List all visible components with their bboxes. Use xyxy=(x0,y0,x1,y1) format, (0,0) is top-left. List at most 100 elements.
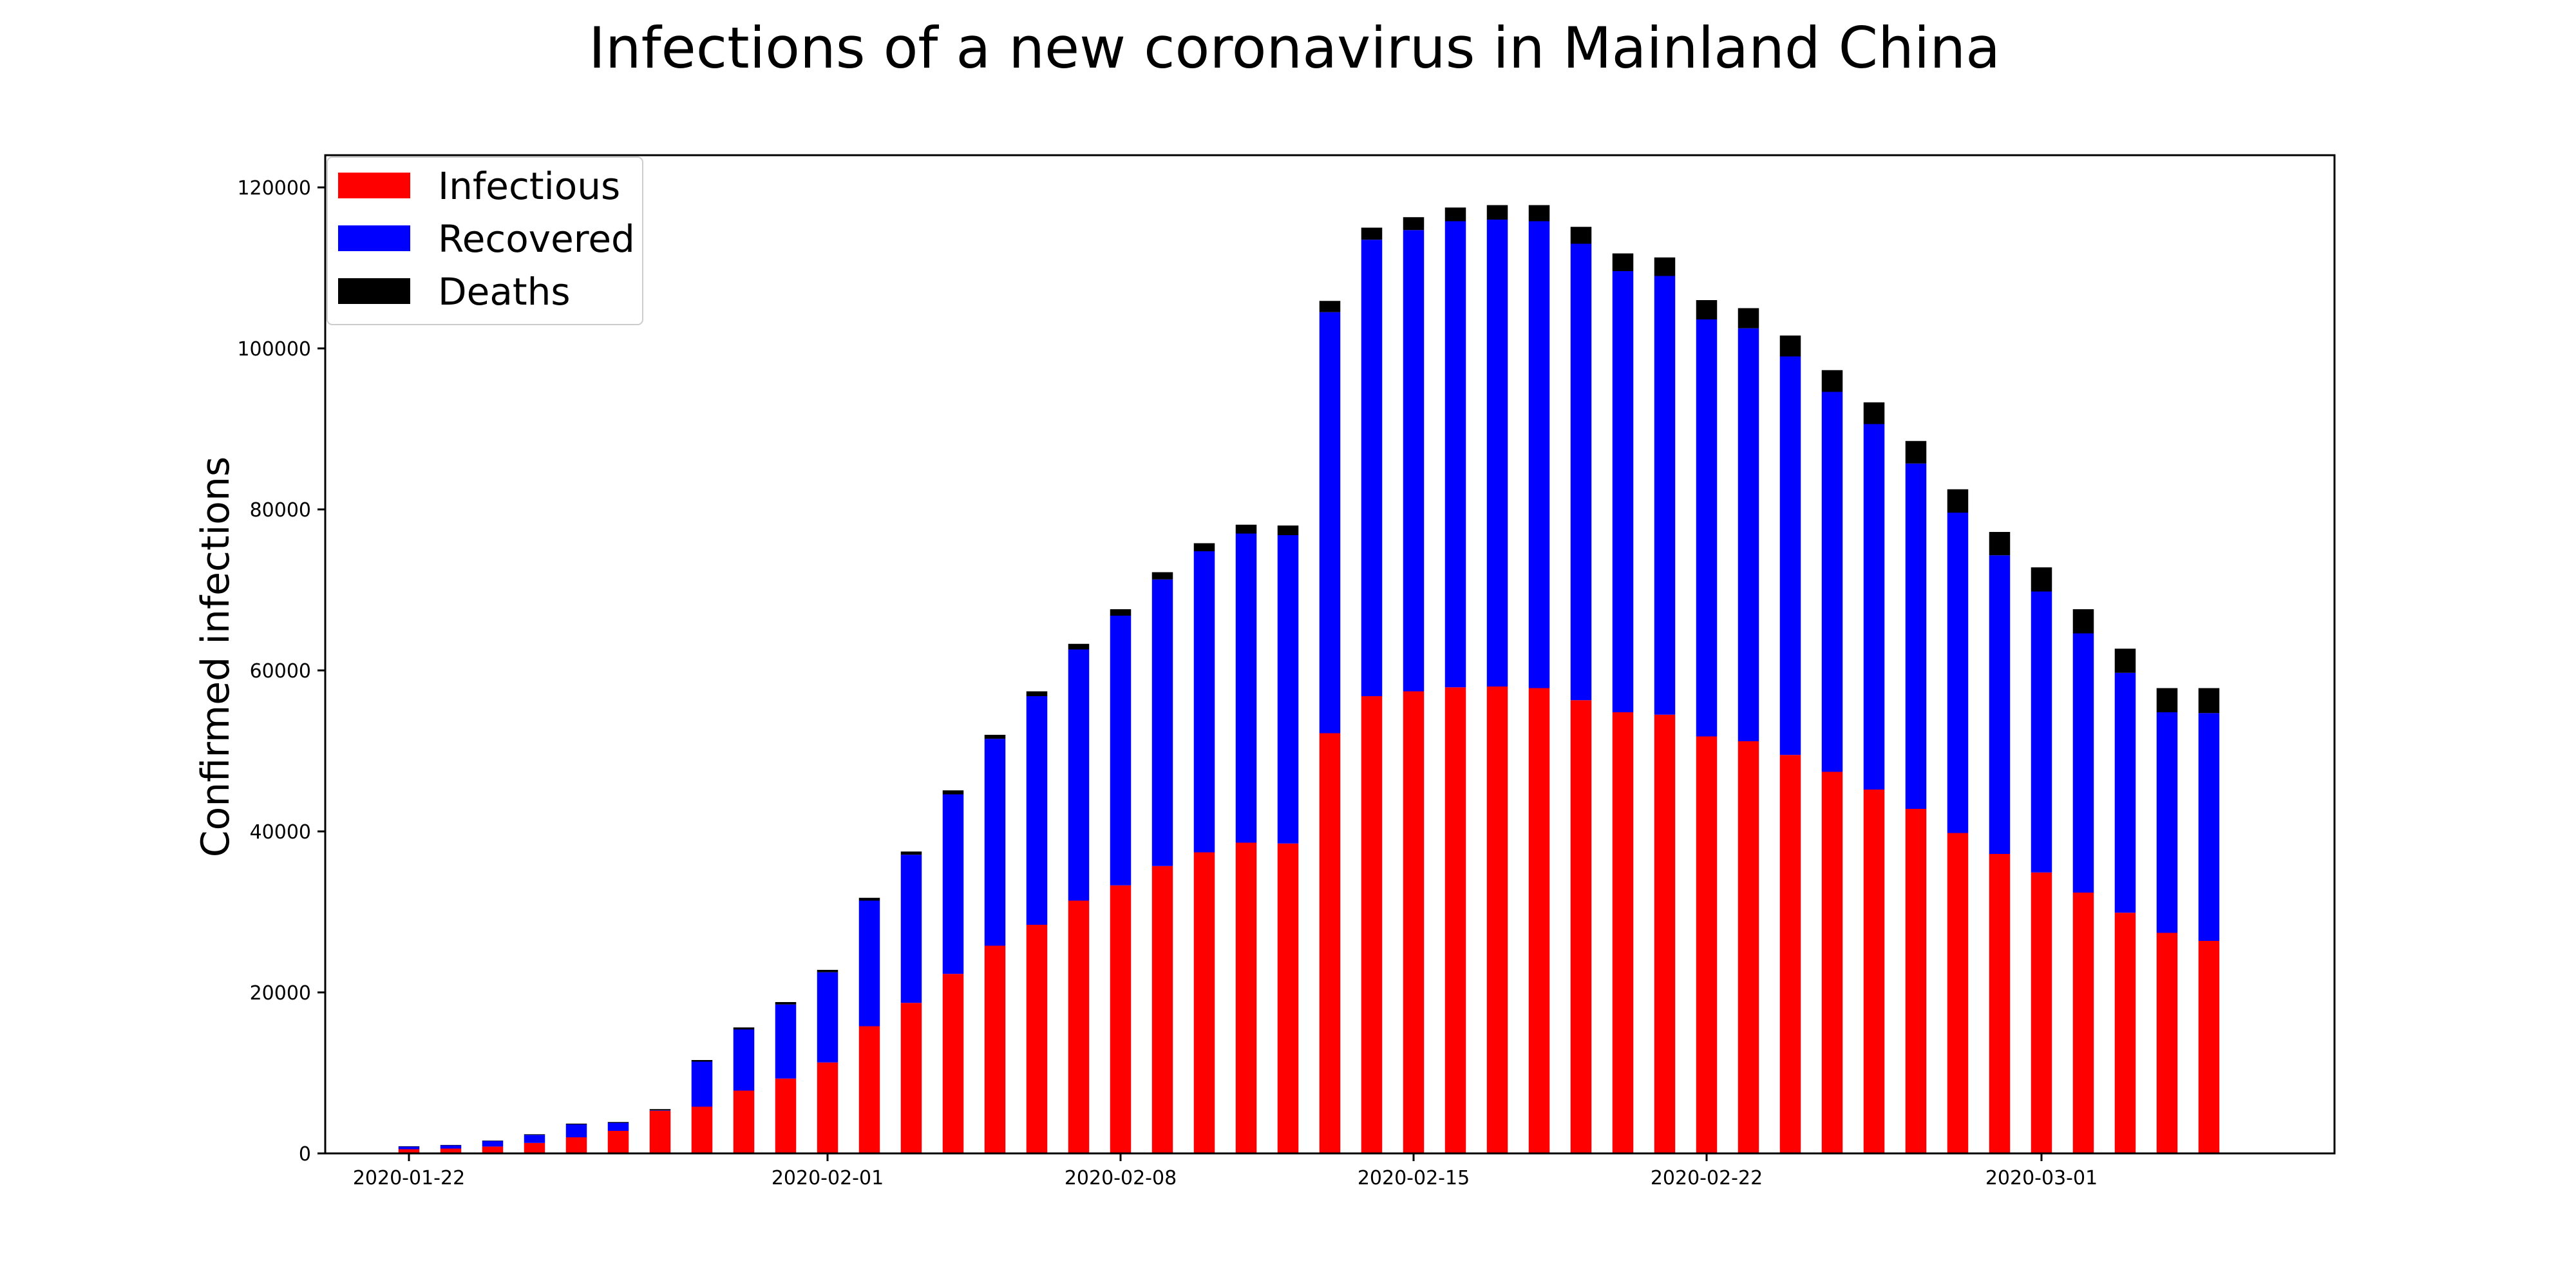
bar-recovered-2020-02-04 xyxy=(942,794,964,974)
bar-recovered-2020-01-23 xyxy=(440,1145,462,1149)
bar-deaths-2020-02-12 xyxy=(1277,526,1299,535)
bar-deaths-2020-01-22 xyxy=(398,1146,420,1147)
bar-recovered-2020-02-07 xyxy=(1068,649,1090,901)
bar-group xyxy=(398,205,2220,1154)
bar-deaths-2020-02-05 xyxy=(984,735,1006,739)
y-tick-label: 0 xyxy=(299,1143,311,1166)
bar-recovered-2020-02-25 xyxy=(1821,392,1843,772)
bar-deaths-2020-02-09 xyxy=(1151,572,1173,580)
bar-recovered-2020-03-01 xyxy=(2031,591,2052,873)
bar-infectious-2020-01-29 xyxy=(691,1106,713,1153)
bar-infectious-2020-02-24 xyxy=(1779,755,1801,1153)
bar-recovered-2020-02-06 xyxy=(1026,696,1048,925)
bar-recovered-2020-02-29 xyxy=(1989,555,2011,854)
bar-infectious-2020-02-20 xyxy=(1612,712,1634,1153)
bar-recovered-2020-01-30 xyxy=(733,1029,755,1091)
chart-title: Infections of a new coronavirus in Mainl… xyxy=(589,15,2000,81)
bar-infectious-2020-02-22 xyxy=(1696,736,1718,1153)
bar-deaths-2020-03-05 xyxy=(2198,688,2220,714)
bar-deaths-2020-02-29 xyxy=(1989,532,2011,556)
bar-recovered-2020-02-15 xyxy=(1403,230,1425,692)
bar-recovered-2020-01-28 xyxy=(649,1110,671,1111)
y-tick-label: 120000 xyxy=(237,177,311,200)
bar-recovered-2020-02-23 xyxy=(1738,328,1759,741)
bar-infectious-2020-02-26 xyxy=(1863,790,1885,1153)
bar-recovered-2020-02-13 xyxy=(1319,312,1341,734)
bar-deaths-2020-01-28 xyxy=(649,1109,671,1111)
bar-infectious-2020-02-27 xyxy=(1905,809,1927,1153)
bar-recovered-2020-01-31 xyxy=(775,1004,797,1079)
legend-label-recovered: Recovered xyxy=(438,217,635,261)
legend-label-deaths: Deaths xyxy=(438,270,571,314)
bar-infectious-2020-02-02 xyxy=(858,1026,880,1153)
bar-recovered-2020-01-26 xyxy=(565,1124,587,1137)
bar-deaths-2020-02-14 xyxy=(1361,227,1383,240)
bar-deaths-2020-02-07 xyxy=(1068,643,1090,650)
y-tick-label: 20000 xyxy=(250,982,311,1005)
bar-recovered-2020-02-03 xyxy=(900,855,922,1003)
y-tick-label: 40000 xyxy=(250,821,311,844)
bar-infectious-2020-02-21 xyxy=(1654,714,1676,1153)
x-tick-label: 2020-02-01 xyxy=(772,1167,884,1189)
bar-deaths-2020-02-03 xyxy=(900,851,922,855)
bar-infectious-2020-02-18 xyxy=(1528,688,1550,1153)
bar-deaths-2020-02-27 xyxy=(1905,440,1927,464)
bar-infectious-2020-02-09 xyxy=(1151,866,1173,1153)
x-tick-label: 2020-02-08 xyxy=(1065,1167,1177,1189)
y-axis: 0 20000 40000 60000 80000 100000 120000 xyxy=(237,177,325,1166)
bar-recovered-2020-01-25 xyxy=(524,1135,545,1143)
bar-recovered-2020-03-03 xyxy=(2114,672,2136,913)
legend: Infectious Recovered Deaths xyxy=(327,156,643,325)
bar-recovered-2020-03-05 xyxy=(2198,713,2220,941)
bar-recovered-2020-01-24 xyxy=(482,1141,504,1147)
bar-recovered-2020-02-18 xyxy=(1528,221,1550,688)
bar-deaths-2020-02-24 xyxy=(1779,336,1801,357)
bar-recovered-2020-03-04 xyxy=(2156,712,2178,933)
bar-recovered-2020-02-05 xyxy=(984,739,1006,946)
bar-infectious-2020-02-04 xyxy=(942,974,964,1153)
legend-swatch-deaths xyxy=(338,278,410,304)
x-tick-label: 2020-01-22 xyxy=(353,1167,465,1189)
bar-recovered-2020-03-02 xyxy=(2072,633,2094,893)
y-tick-label: 60000 xyxy=(250,660,311,683)
bar-deaths-2020-02-10 xyxy=(1193,543,1215,551)
bar-infectious-2020-01-25 xyxy=(524,1142,545,1153)
plot-frame xyxy=(324,154,2336,1155)
bar-recovered-2020-02-09 xyxy=(1151,579,1173,866)
bar-infectious-2020-01-26 xyxy=(565,1137,587,1153)
bar-infectious-2020-03-05 xyxy=(2198,941,2220,1153)
bar-recovered-2020-02-28 xyxy=(1947,513,1969,833)
bar-deaths-2020-02-25 xyxy=(1821,370,1843,392)
bar-recovered-2020-01-27 xyxy=(607,1122,629,1131)
bar-deaths-2020-02-23 xyxy=(1738,308,1759,328)
bar-infectious-2020-02-16 xyxy=(1444,687,1466,1153)
bar-infectious-2020-01-30 xyxy=(733,1090,755,1153)
bar-deaths-2020-02-28 xyxy=(1947,489,1969,513)
bar-recovered-2020-02-08 xyxy=(1110,616,1132,886)
bar-infectious-2020-02-03 xyxy=(900,1003,922,1153)
x-tick-label: 2020-03-01 xyxy=(1985,1167,2098,1189)
bar-recovered-2020-01-29 xyxy=(691,1061,713,1107)
bar-deaths-2020-02-06 xyxy=(1026,691,1048,696)
bar-deaths-2020-02-13 xyxy=(1319,301,1341,312)
bar-recovered-2020-02-20 xyxy=(1612,271,1634,712)
bar-deaths-2020-03-04 xyxy=(2156,688,2178,712)
bar-recovered-2020-02-10 xyxy=(1193,551,1215,853)
bar-recovered-2020-02-24 xyxy=(1779,356,1801,755)
bar-recovered-2020-02-17 xyxy=(1486,220,1508,687)
y-tick-label: 80000 xyxy=(250,499,311,522)
bar-recovered-2020-02-11 xyxy=(1235,533,1257,843)
x-tick-label: 2020-02-22 xyxy=(1651,1167,1763,1189)
bar-infectious-2020-02-29 xyxy=(1989,854,2011,1153)
bar-recovered-2020-02-01 xyxy=(817,972,838,1063)
bar-infectious-2020-01-31 xyxy=(775,1078,797,1153)
bar-deaths-2020-02-18 xyxy=(1528,205,1550,222)
bar-recovered-2020-02-21 xyxy=(1654,276,1676,715)
bar-deaths-2020-03-01 xyxy=(2031,567,2052,592)
bar-deaths-2020-03-02 xyxy=(2072,609,2094,634)
bar-infectious-2020-02-13 xyxy=(1319,733,1341,1153)
bar-infectious-2020-02-12 xyxy=(1277,843,1299,1153)
bar-infectious-2020-02-01 xyxy=(817,1062,838,1153)
bar-infectious-2020-03-04 xyxy=(2156,933,2178,1153)
